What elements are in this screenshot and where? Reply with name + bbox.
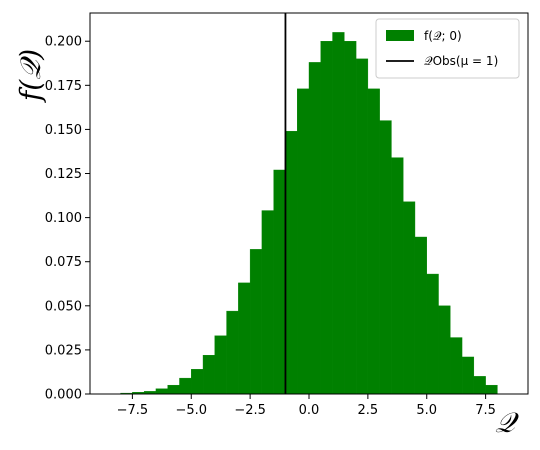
histogram-bar [450, 337, 463, 395]
histogram-bar [179, 377, 192, 395]
histogram-bar [155, 388, 168, 395]
legend-label-histogram: f(𝒬; 0) [424, 29, 462, 43]
y-tick-label: 0.125 [45, 167, 82, 182]
y-tick-label: 0.050 [45, 299, 82, 314]
histogram-bar [226, 310, 239, 395]
x-tick-label: 5.0 [416, 403, 437, 418]
x-tick-label: −7.5 [117, 403, 149, 418]
histogram-bar [238, 282, 251, 395]
y-tick-label: 0.175 [45, 79, 82, 94]
histogram-bar [202, 354, 216, 395]
y-tick-label: 0.100 [45, 211, 82, 226]
y-tick-label: 0.000 [45, 388, 82, 403]
legend-swatch-histogram [386, 30, 414, 41]
histogram-bar [308, 62, 321, 395]
histogram-bar [261, 210, 274, 395]
x-tick-label: 2.5 [358, 403, 379, 418]
histogram-bar [285, 130, 298, 395]
x-tick-label: 0.0 [299, 403, 320, 418]
histogram-bar [355, 58, 369, 395]
histogram-bar [191, 369, 204, 395]
histogram-bar [297, 88, 310, 395]
histogram-bar [344, 41, 357, 395]
y-tick-label: 0.025 [45, 343, 82, 358]
y-tick-label: 0.075 [45, 255, 82, 270]
x-tick-label: −2.5 [234, 403, 266, 418]
histogram-bar [273, 169, 286, 395]
legend-label-observed: 𝒬Obs(μ = 1) [424, 54, 498, 68]
y-tick-label: 0.150 [45, 123, 82, 138]
histogram-bar [461, 356, 475, 395]
x-tick-label: 7.5 [475, 403, 496, 418]
x-axis-label: 𝒬 [495, 406, 519, 439]
legend: f(𝒬; 0) 𝒬Obs(μ = 1) [375, 18, 520, 79]
histogram-bar [391, 157, 404, 395]
histogram-bar [485, 384, 498, 395]
histogram-bar [367, 88, 380, 395]
y-tick-label: 0.200 [45, 35, 82, 50]
histogram-bar [167, 384, 180, 395]
x-axis-ticks: −7.5 −5.0 −2.5 0.0 2.5 5.0 7.5 [117, 394, 496, 418]
histogram-bars [120, 32, 498, 395]
histogram-bar [332, 32, 345, 395]
legend-box [375, 18, 520, 79]
histogram-bar [473, 376, 486, 395]
histogram-bar [320, 41, 333, 395]
y-axis-label: f(𝒬) [14, 49, 47, 103]
histogram-bar [438, 305, 451, 395]
x-tick-label: −5.0 [175, 403, 207, 418]
histogram-bar [249, 249, 263, 395]
histogram-bar [379, 120, 392, 395]
histogram-bar [402, 201, 416, 395]
histogram-bar [214, 335, 227, 395]
histogram-bar [426, 273, 439, 395]
y-axis-ticks: 0.000 0.025 0.050 0.075 0.100 0.125 0.150 0.175… [45, 35, 90, 403]
histogram-bar [414, 236, 427, 395]
